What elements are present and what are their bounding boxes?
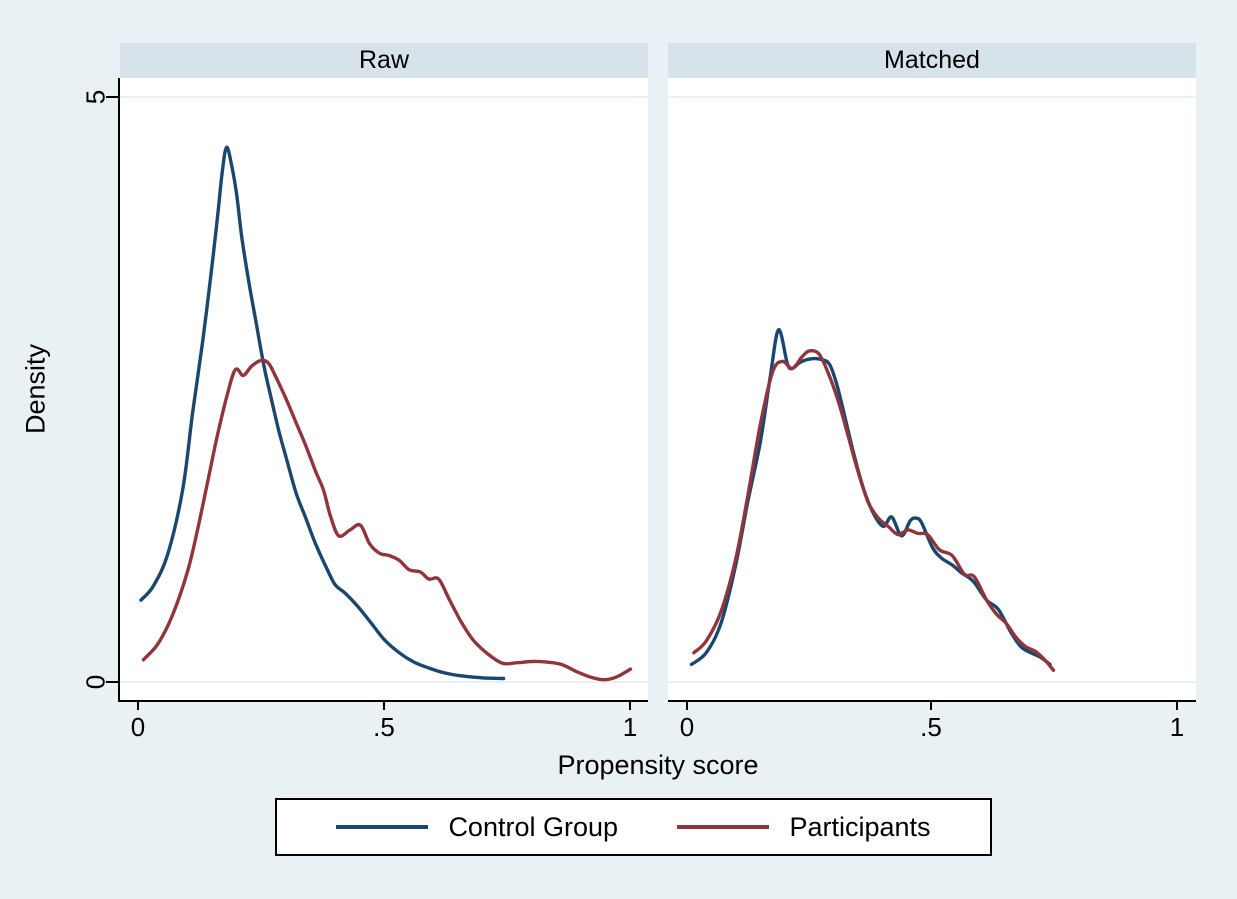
- y-axis-title: Density: [20, 343, 51, 435]
- legend: Control Group Participants: [275, 798, 992, 856]
- panel-title-matched: Matched: [668, 43, 1196, 78]
- y-tick-label-0: 0: [80, 674, 111, 690]
- x-tick-matched-05: [930, 702, 932, 710]
- raw-panel-chart: [120, 96, 648, 683]
- density-curve-control-group: [139, 145, 506, 681]
- legend-label-control-group: Control Group: [448, 811, 619, 842]
- panel-title-raw: Raw: [120, 43, 648, 78]
- panel-title-raw-label: Raw: [358, 46, 409, 74]
- x-tick-raw-05: [383, 702, 385, 710]
- x-axis-line-matched: [668, 700, 1196, 702]
- y-tick-0: [106, 681, 119, 683]
- plot-area-raw: [120, 78, 648, 700]
- x-tick-matched-1: [1176, 702, 1178, 710]
- plot-area-matched: [668, 78, 1196, 700]
- matched-panel-chart: [668, 96, 1196, 683]
- x-tick-label-matched-05: .5: [920, 712, 942, 742]
- x-tick-label-matched-0: 0: [679, 712, 695, 742]
- x-tick-raw-1: [629, 702, 631, 710]
- y-tick-label-5: 5: [80, 89, 111, 105]
- legend-item-control-group: Control Group: [336, 812, 618, 843]
- density-curve-participants: [692, 349, 1056, 672]
- control-group-line-swatch: [336, 825, 429, 829]
- x-tick-label-raw-0: 0: [130, 712, 146, 742]
- panel-title-matched-label: Matched: [884, 46, 980, 74]
- y-axis-line: [118, 78, 120, 702]
- participants-line-swatch: [677, 825, 770, 829]
- x-tick-matched-0: [686, 702, 688, 710]
- y-tick-5: [106, 96, 119, 98]
- x-axis-line-raw: [118, 700, 648, 702]
- legend-item-participants: Participants: [677, 811, 931, 843]
- x-tick-label-matched-1: 1: [1169, 712, 1185, 742]
- x-tick-raw-0: [137, 702, 139, 710]
- x-tick-label-raw-1: 1: [622, 712, 638, 742]
- legend-label-participants: Participants: [789, 811, 931, 842]
- x-tick-label-raw-05: .5: [373, 712, 395, 742]
- x-axis-title: Propensity score: [557, 750, 759, 780]
- density-curve-participants: [141, 358, 633, 682]
